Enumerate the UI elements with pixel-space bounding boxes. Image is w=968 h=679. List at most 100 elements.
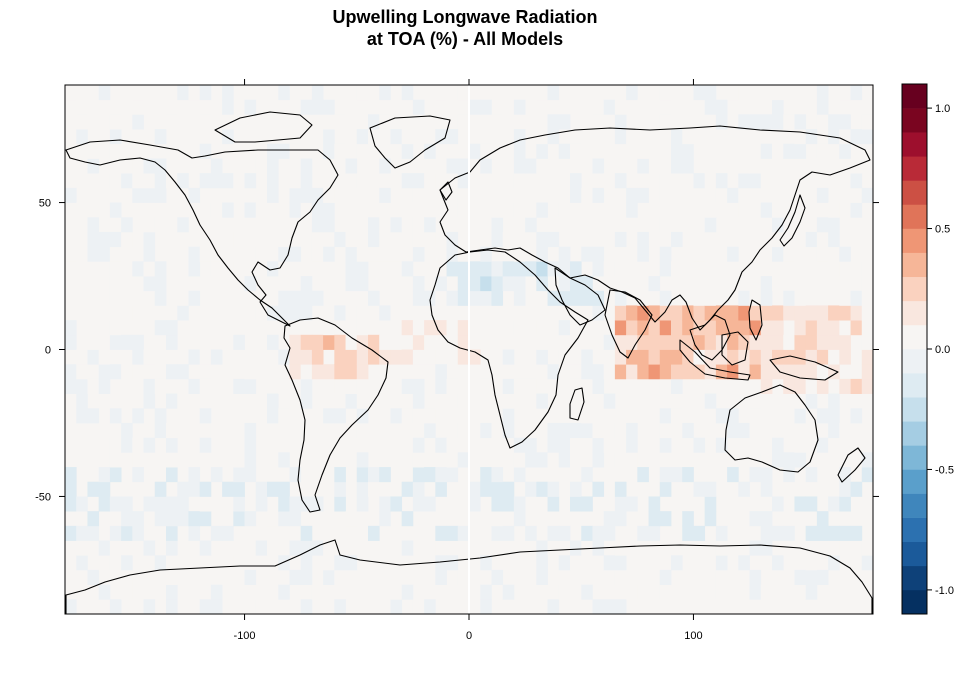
heatmap-cell [65,129,77,145]
heatmap-cell [188,187,201,203]
heatmap-cell [98,349,111,365]
heatmap-cell [816,305,829,321]
heatmap-cell [76,555,88,571]
heatmap-cell [480,99,492,115]
heatmap-cell [727,202,739,218]
heatmap-cell [648,378,661,394]
heatmap-cell [177,173,189,189]
heatmap-cell [614,114,627,130]
heatmap-cell [502,261,515,277]
heatmap-cell [188,290,201,306]
y-tick-label: 0 [45,345,51,357]
heatmap-cell [480,422,492,439]
heatmap-cell [760,584,773,600]
heatmap-cell [682,599,694,614]
heatmap-cell [311,231,324,248]
heatmap-cell [143,158,156,174]
heatmap-cell [480,555,492,571]
heatmap-cell [513,452,526,468]
heatmap-cell [345,276,358,292]
heatmap-cell [177,496,189,512]
heatmap-cell [783,408,795,424]
heatmap-cell [558,246,571,262]
heatmap-cell [424,349,436,365]
heatmap-cell [828,217,840,233]
heatmap-cell [446,452,459,468]
heatmap-cell [558,290,571,306]
heatmap-cell [244,231,257,248]
heatmap-cell [704,334,717,350]
heatmap-cell [513,158,526,174]
heatmap-cell [345,305,358,321]
heatmap-cell [300,305,313,321]
heatmap-cell [805,393,818,409]
heatmap-cell [76,393,88,409]
heatmap-cell [828,261,840,277]
heatmap-cell [300,173,313,189]
heatmap-cell [671,555,683,571]
heatmap-cell [558,202,571,218]
heatmap-cell [704,349,717,365]
heatmap-cell [760,173,773,189]
heatmap-cell [614,540,627,556]
heatmap-cell [727,467,739,483]
heatmap-cell [581,393,593,409]
heatmap-cell [760,364,773,380]
heatmap-cell [345,555,358,571]
heatmap-cell [457,246,470,262]
heatmap-cell [693,481,706,497]
heatmap-cell [547,437,560,453]
heatmap-cell [513,320,526,336]
heatmap-cell [614,599,627,614]
heatmap-cell [401,173,414,189]
heatmap-cell [704,305,717,321]
heatmap-cell [87,349,100,365]
coast-south-america [283,317,389,513]
heatmap-cell [603,202,616,218]
heatmap-cell [513,378,526,394]
heatmap-cell [839,481,851,497]
heatmap-cell [592,305,605,321]
heatmap-cell [424,173,436,189]
heatmap-cell [839,129,851,145]
heatmap-cell [469,143,481,159]
y-tick-label: -50 [35,491,51,503]
heatmap-cell [87,246,100,262]
heatmap-cell [850,187,863,203]
heatmap-cell [143,187,156,203]
heatmap-cell [828,231,840,248]
heatmap-cell [558,555,571,571]
heatmap-cell [154,173,167,189]
heatmap-cell [300,569,313,586]
heatmap-cell [794,452,807,468]
heatmap-cell [457,158,470,174]
heatmap-cell [457,569,470,586]
heatmap-cell [132,85,144,101]
heatmap-cell [233,276,245,292]
heatmap-cell [558,364,571,380]
heatmap-cell [345,511,358,527]
heatmap-cell [199,349,212,365]
heatmap-cell [109,114,122,130]
heatmap-cell [334,569,346,586]
heatmap-cell [356,129,369,145]
heatmap-cell [334,334,346,350]
heatmap-cell [828,364,840,380]
heatmap-cell [536,599,548,614]
heatmap-cell [637,290,649,306]
heatmap-cell [334,599,346,614]
heatmap-cell [491,540,504,556]
heatmap-cell [412,246,425,262]
heatmap-cell [502,540,515,556]
heatmap-cell [760,540,773,556]
heatmap-cell [828,496,840,512]
heatmap-cell [513,246,526,262]
heatmap-cell [491,290,504,306]
heatmap-cell [592,334,605,350]
heatmap-cell [536,158,548,174]
heatmap-cell [289,599,302,614]
heatmap-cell [772,246,784,262]
heatmap-cell [199,114,212,130]
heatmap-cell [244,511,257,527]
heatmap-cell [278,511,290,527]
